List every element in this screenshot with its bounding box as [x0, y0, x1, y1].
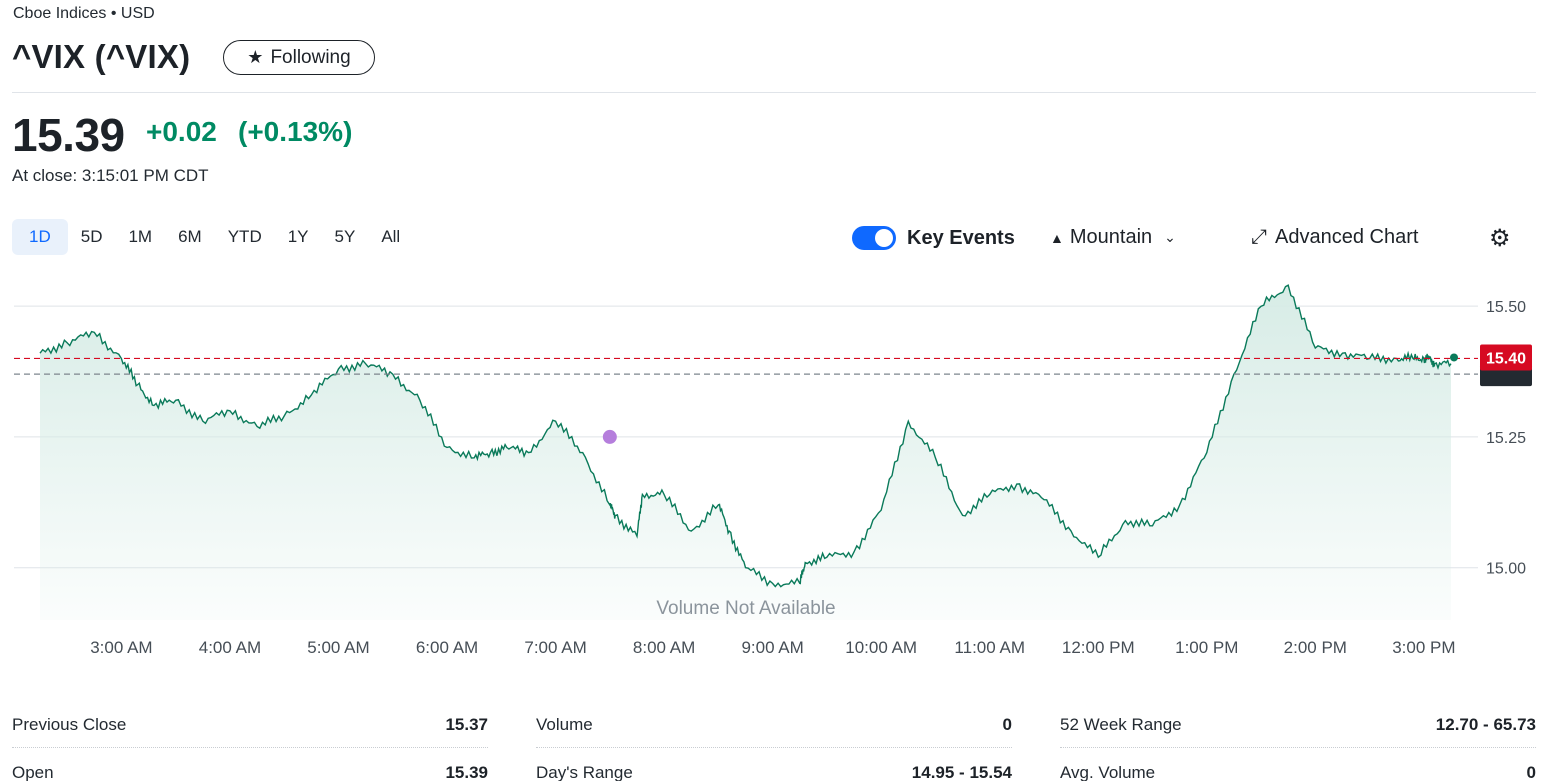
- page-title: ^VIX (^VIX): [12, 38, 191, 75]
- range-tab-5d[interactable]: 5D: [80, 227, 103, 246]
- x-tick-label: 9:00 AM: [741, 638, 803, 657]
- stat-value: 0: [1002, 714, 1012, 734]
- stat-label: Avg. Volume: [1060, 762, 1156, 781]
- stat-label: 52 Week Range: [1060, 714, 1182, 734]
- x-tick-label: 2:00 PM: [1284, 638, 1347, 657]
- exchange-label: Cboe Indices • USD: [13, 5, 155, 22]
- mountain-icon: ▲: [1050, 229, 1064, 246]
- x-tick-label: 4:00 AM: [199, 638, 261, 657]
- x-tick-label: 8:00 AM: [633, 638, 695, 657]
- x-tick-label: 10:00 AM: [845, 638, 917, 657]
- y-tick-label: 15.25: [1486, 430, 1526, 447]
- x-tick-label: 12:00 PM: [1062, 638, 1135, 657]
- range-tab-1m[interactable]: 1M: [128, 227, 153, 246]
- range-tab-5y[interactable]: 5Y: [334, 227, 356, 246]
- stat-row: Volume 0: [536, 700, 1012, 748]
- range-tab-1y[interactable]: 1Y: [287, 227, 309, 246]
- stat-row: Previous Close 15.37: [12, 700, 488, 748]
- stats-column: Previous Close 15.37 Open 15.39: [12, 700, 488, 781]
- expand-icon: ⤢: [1251, 226, 1267, 248]
- x-tick-label: 1:00 PM: [1175, 638, 1238, 657]
- stat-row: Avg. Volume 0: [1060, 748, 1536, 781]
- x-tick-label: 5:00 AM: [307, 638, 369, 657]
- toggle-knob: [875, 229, 893, 247]
- last-price-dot: [1450, 353, 1458, 362]
- range-tab-1d[interactable]: 1D: [12, 219, 68, 255]
- price-chart[interactable]: 15.50 15.25 15.00 15.40 3:00 AM 4:00 AM 5:00 A…: [0, 280, 1544, 670]
- y-tick-label: 15.00: [1486, 561, 1526, 578]
- price-change-percent: (+0.13%): [238, 116, 353, 147]
- gear-icon[interactable]: ⚙: [1489, 225, 1511, 252]
- header-divider: [12, 92, 1536, 93]
- range-tab-all[interactable]: All: [381, 227, 401, 246]
- x-tick-label: 11:00 AM: [954, 638, 1025, 657]
- price-line: [39, 284, 1452, 588]
- stat-value: 0: [1526, 762, 1536, 781]
- chart-type-label: Mountain: [1069, 226, 1153, 248]
- stat-value: 15.39: [445, 762, 488, 781]
- stat-row: 52 Week Range 12.70 - 65.73: [1060, 700, 1536, 748]
- range-tab-ytd[interactable]: YTD: [227, 227, 262, 246]
- key-event-marker: [602, 429, 617, 444]
- advanced-chart-label: Advanced Chart: [1275, 226, 1419, 248]
- volume-note: Volume Not Available: [656, 598, 835, 619]
- stats-column: 52 Week Range 12.70 - 65.73 Avg. Volume …: [1060, 700, 1536, 781]
- stat-label: Previous Close: [12, 714, 127, 734]
- stat-value: 15.37: [445, 714, 488, 734]
- key-events-toggle[interactable]: [852, 226, 896, 250]
- stat-row: Day's Range 14.95 - 15.54: [536, 748, 1012, 781]
- stat-label: Open: [12, 762, 54, 781]
- x-tick-label: 3:00 AM: [90, 638, 152, 657]
- current-price: 15.39: [12, 109, 125, 161]
- stats-column: Volume 0 Day's Range 14.95 - 15.54: [536, 700, 1012, 781]
- price-change: +0.02: [146, 116, 217, 147]
- following-button[interactable]: ★ Following: [223, 40, 375, 75]
- stat-label: Volume: [536, 714, 593, 734]
- stat-label: Day's Range: [536, 762, 633, 781]
- x-tick-label: 3:00 PM: [1392, 638, 1455, 657]
- chevron-down-icon: ⌄: [1164, 229, 1176, 245]
- chart-type-dropdown[interactable]: ▲ Mountain ⌄: [1050, 226, 1176, 249]
- key-events-label: Key Events: [907, 227, 1015, 249]
- following-label: Following: [270, 46, 351, 68]
- y-tick-label: 15.50: [1486, 299, 1526, 316]
- stat-value: 14.95 - 15.54: [911, 762, 1012, 781]
- range-selector: 1D 5D 1M 6M YTD 1Y 5Y All: [12, 219, 413, 255]
- advanced-chart-button[interactable]: ⤢ Advanced Chart: [1251, 226, 1418, 249]
- star-icon: ★: [247, 47, 264, 67]
- x-tick-label: 6:00 AM: [416, 638, 478, 657]
- current-price-flag: [1480, 344, 1532, 371]
- stat-value: 12.70 - 65.73: [1435, 714, 1536, 734]
- market-close-time: At close: 3:15:01 PM CDT: [12, 166, 209, 185]
- range-tab-6m[interactable]: 6M: [178, 227, 202, 246]
- x-tick-label: 7:00 AM: [524, 638, 586, 657]
- area-fill: [40, 285, 1451, 620]
- stat-row: Open 15.39: [12, 748, 488, 781]
- current-price-label: 15.40: [1486, 350, 1526, 367]
